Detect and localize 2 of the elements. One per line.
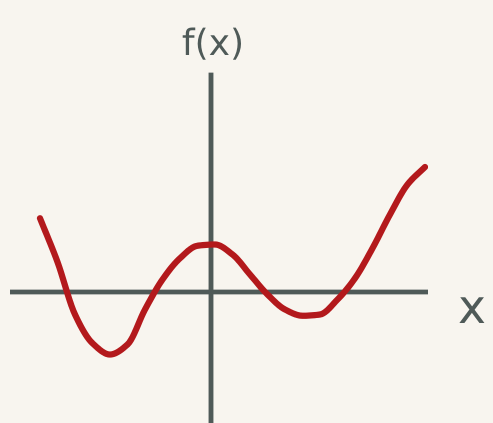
x-axis-title: x	[459, 297, 484, 324]
y-axis-title: f(x)	[182, 28, 242, 60]
